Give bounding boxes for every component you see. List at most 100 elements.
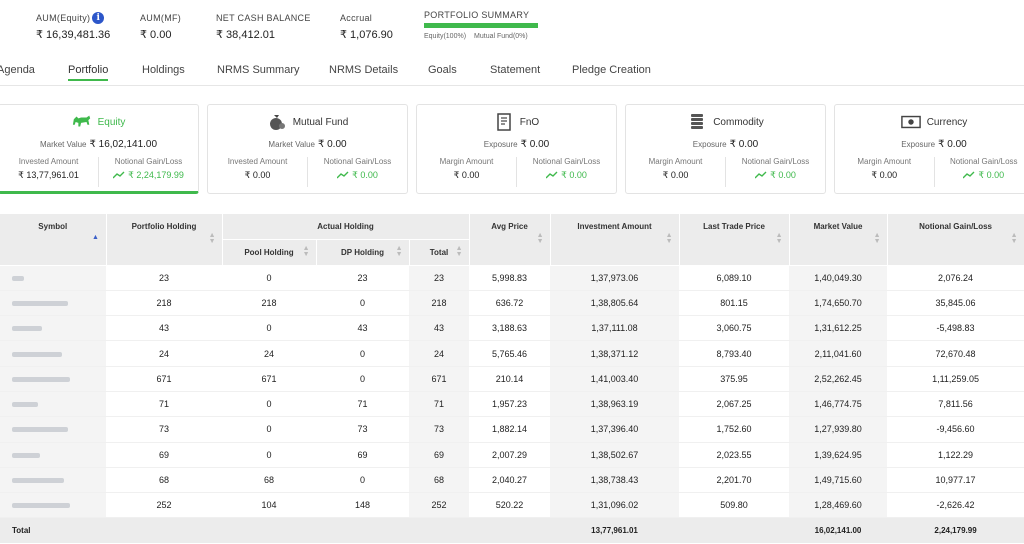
card-title: Equity	[97, 116, 126, 128]
table-cell: 71	[316, 391, 409, 418]
table-row[interactable]: 73 0 73 73 1,882.14 1,37,396.40 1,752.60 1,27,9…	[0, 416, 1024, 443]
table-cell: 1,41,003.40	[550, 366, 680, 392]
accrual-label: Accrual	[340, 13, 373, 23]
card-commodity[interactable]: Commodity Exposure ₹ 0.00 Margin Amount ₹ …	[625, 104, 826, 194]
table-cell: 218	[409, 290, 470, 317]
table-cell: 2,067.25	[679, 391, 790, 418]
tab-goals[interactable]: Goals	[428, 64, 457, 76]
col-total[interactable]: Total ▲ ▼	[409, 239, 470, 266]
table-cell: 71	[409, 391, 470, 418]
tab-portfolio[interactable]: Portfolio	[68, 64, 109, 81]
table-row[interactable]: 24 24 0 24 5,765.46 1,38,371.12 8,793.40 2,11,0…	[0, 340, 1024, 367]
sort-icon: ▲ ▼	[665, 232, 673, 246]
table-cell: 2,040.27	[469, 467, 551, 494]
table-cell: 0	[316, 366, 409, 392]
tab-statement[interactable]: Statement	[490, 64, 541, 76]
card-currency[interactable]: Currency Exposure ₹ 0.00 Margin Amount ₹ 0…	[834, 104, 1024, 194]
table-cell: 43	[409, 315, 470, 342]
table-row[interactable]: 671 671 0 671 210.14 1,41,003.40 375.95 2,52,26…	[0, 366, 1024, 392]
table-cell: 1,122.29	[887, 442, 1024, 468]
table-cell: 2,52,262.45	[789, 366, 888, 392]
table-cell: 43	[106, 315, 222, 342]
col-dp-holding-label: DP Holding	[341, 247, 384, 257]
col-pool-holding[interactable]: Pool Holding ▲ ▼	[222, 239, 317, 266]
table-row[interactable]: 23 0 23 23 5,998.83 1,37,973.06 6,089.10 1,40,0…	[0, 265, 1024, 291]
table-cell: -2,626.42	[887, 492, 1024, 519]
table-cell: 3,188.63	[469, 315, 551, 342]
col-avg-price[interactable]: Avg Price ▲ ▼	[469, 214, 551, 266]
card-title: FnO	[519, 116, 540, 128]
total-investment-amount: 13,77,961.01	[550, 517, 680, 544]
table-row[interactable]: 218 218 0 218 636.72 1,38,805.64 801.15 1,74,65…	[0, 290, 1024, 317]
tab-pledge-creation[interactable]: Pledge Creation	[572, 64, 651, 76]
col-dp-holding[interactable]: DP Holding ▲ ▼	[316, 239, 410, 266]
table-cell: 5,998.83	[469, 265, 551, 291]
symbol-cell	[0, 340, 106, 367]
col-symbol[interactable]: Symbol ▲	[0, 214, 107, 266]
table-row[interactable]: 69 0 69 69 2,007.29 1,38,502.67 2,023.55 1,39,6…	[0, 442, 1024, 468]
table-row[interactable]: 71 0 71 71 1,957.23 1,38,963.19 2,067.25 1,46,7…	[0, 391, 1024, 418]
table-row[interactable]: 43 0 43 43 3,188.63 1,37,111.08 3,060.75 1,31,6…	[0, 315, 1024, 342]
sort-icon: ▲ ▼	[302, 245, 310, 258]
col-portfolio-holding[interactable]: Portfolio Holding ▲ ▼	[106, 214, 223, 266]
card-fno[interactable]: FnO Exposure ₹ 0.00 Margin Amount ₹ 0.00 N…	[416, 104, 617, 194]
table-row[interactable]: 68 68 0 68 2,040.27 1,38,738.43 2,201.70 1,49,7…	[0, 467, 1024, 494]
table-cell: 671	[106, 366, 222, 392]
col-notional-gain-loss[interactable]: Notional Gain/Loss ▲ ▼	[887, 214, 1024, 266]
table-row[interactable]: 252 104 148 252 520.22 1,31,096.02 509.80 1,28,…	[0, 492, 1024, 519]
table-cell: 68	[409, 467, 470, 494]
col-last-trade-price[interactable]: Last Trade Price ▲ ▼	[679, 214, 790, 266]
table-cell: 73	[409, 416, 470, 443]
sort-icon: ▲ ▼	[208, 232, 216, 246]
tab-nrms-details[interactable]: NRMS Details	[329, 64, 399, 76]
card-main-label: Exposure	[483, 140, 518, 149]
redacted-symbol	[12, 402, 38, 408]
card-equity[interactable]: Equity Market Value ₹ 16,02,141.00 Invest…	[0, 104, 199, 194]
table-cell: 73	[316, 416, 409, 443]
aum-equity-value: ₹ 16,39,481.36	[36, 29, 111, 41]
nav-tabs: Agenda Portfolio Holdings NRMS Summary N…	[0, 56, 1024, 86]
symbol-cell	[0, 416, 106, 443]
table-cell: 24	[409, 340, 470, 367]
col-last-trade-price-label: Last Trade Price	[703, 222, 765, 231]
table-cell: 1,31,612.25	[789, 315, 888, 342]
table-cell: 0	[222, 442, 316, 468]
card-main-label: Market Value	[268, 140, 315, 149]
col-total-label: Total	[429, 247, 449, 257]
holdings-table: Symbol ▲ Portfolio Holding ▲ ▼ Actual Holdi…	[0, 214, 1024, 544]
table-cell: 0	[222, 391, 316, 418]
card-left-label: Margin Amount	[648, 157, 703, 166]
aum-mf-label: AUM(MF)	[140, 13, 182, 23]
card-mutual-fund[interactable]: Mutual Fund Market Value ₹ 0.00 Invested …	[207, 104, 408, 194]
table-cell: 2,11,041.60	[789, 340, 888, 367]
table-cell: 1,37,396.40	[550, 416, 680, 443]
table-cell: 1,38,963.19	[550, 391, 680, 418]
tab-nrms-summary[interactable]: NRMS Summary	[217, 64, 300, 76]
symbol-cell	[0, 265, 106, 291]
table-cell: 1,882.14	[469, 416, 551, 443]
accrual-value: ₹ 1,076.90	[340, 29, 393, 41]
bull-icon	[72, 113, 92, 131]
symbol-cell	[0, 442, 106, 468]
col-market-value[interactable]: Market Value ▲ ▼	[789, 214, 888, 266]
sort-asc-icon: ▲	[92, 234, 99, 241]
table-cell: 2,201.70	[679, 467, 790, 494]
col-portfolio-holding-label: Portfolio Holding	[131, 222, 197, 231]
card-left-value: ₹ 13,77,961.01	[18, 170, 79, 180]
table-cell: 71	[106, 391, 222, 418]
table-cell: 0	[222, 416, 316, 443]
card-right-label: Notional Gain/Loss	[323, 157, 392, 166]
accrual: Accrual ₹ 1,076.90	[340, 11, 393, 41]
card-right-label: Notional Gain/Loss	[741, 157, 810, 166]
col-actual-holding: Actual Holding	[222, 214, 470, 240]
info-icon[interactable]: i	[92, 12, 105, 24]
table-cell: 69	[106, 442, 222, 468]
table-cell: 2,023.55	[679, 442, 790, 468]
aum-mf: AUM(MF) ₹ 0.00	[140, 11, 181, 41]
col-investment-amount[interactable]: Investment Amount ▲ ▼	[550, 214, 680, 266]
tab-holdings[interactable]: Holdings	[142, 64, 185, 76]
tab-agenda[interactable]: Agenda	[0, 64, 35, 76]
table-cell: 1,49,715.60	[789, 467, 888, 494]
table-cell: 73	[106, 416, 222, 443]
card-right-value: ₹ 0.00	[352, 170, 378, 180]
